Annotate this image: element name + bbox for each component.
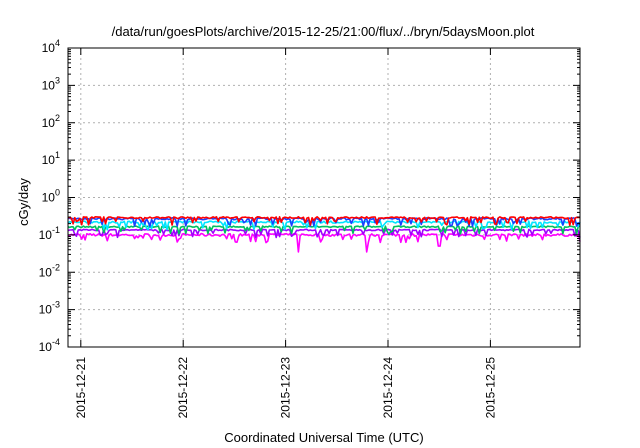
y-tick-label: 103	[42, 75, 60, 92]
x-tick-label: 2015-12-23	[279, 357, 293, 419]
series-line	[67, 225, 581, 236]
y-tick-label: 10-2	[39, 262, 60, 279]
y-tick-label: 100	[42, 188, 60, 205]
y-tick-label: 10-1	[39, 225, 60, 242]
y-axis-label: cGy/day	[16, 178, 31, 226]
y-tick-label: 102	[42, 113, 60, 130]
y-tick-label: 101	[42, 150, 60, 167]
x-tick-label: 2015-12-22	[176, 357, 190, 419]
y-tick-label: 10-3	[39, 300, 60, 317]
series-line	[67, 216, 580, 226]
x-axis-label: Coordinated Universal Time (UTC)	[224, 430, 423, 445]
y-tick-label: 10-4	[39, 337, 60, 354]
y-axis: 10-4 10-3 10-2 10-1 100 101 102 103 104	[39, 38, 580, 354]
series-layer	[67, 216, 581, 253]
x-tick-label: 2015-12-24	[381, 357, 395, 419]
grid	[68, 48, 580, 347]
series-line	[67, 232, 581, 253]
x-tick-label: 2015-12-21	[74, 357, 88, 419]
y-tick-label: 104	[42, 38, 60, 55]
chart-title: /data/run/goesPlots/archive/2015-12-25/2…	[112, 24, 535, 39]
x-tick-label: 2015-12-25	[483, 357, 497, 419]
x-axis: 2015-12-21 2015-12-22 2015-12-23 2015-12-24…	[74, 48, 497, 419]
